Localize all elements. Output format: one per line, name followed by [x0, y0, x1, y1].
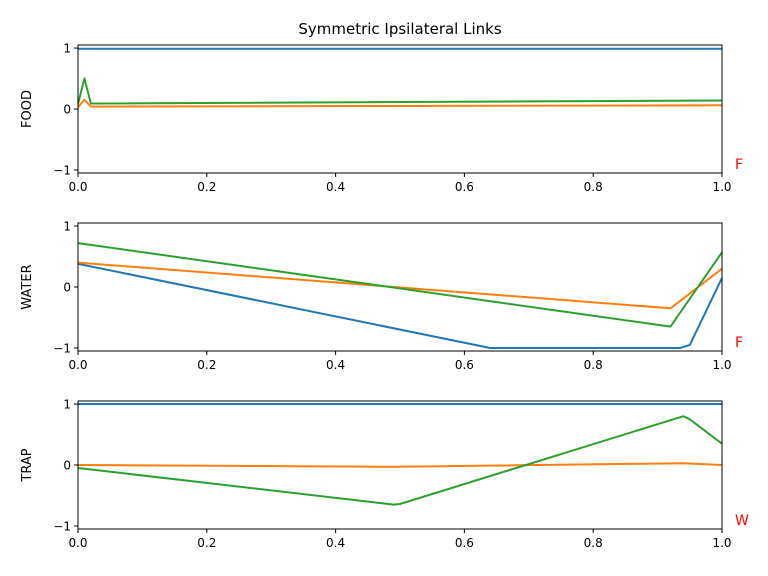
x-tick-label: 0.8: [584, 536, 603, 550]
x-tick-label: 0.6: [455, 358, 474, 372]
panel-3: 0.0 0.2 0.4 0.6 0.8 1.0 −1 0 1 TRAP W: [20, 398, 749, 550]
corner-label: W: [735, 513, 749, 529]
y-tick-label: −1: [53, 341, 71, 355]
y-tick-label: −1: [53, 163, 71, 177]
series-line-3: [78, 415, 722, 506]
series-line-2: [78, 98, 722, 108]
x-tick-label: 0.8: [584, 358, 603, 372]
x-tick-label: 0.0: [68, 536, 87, 550]
y-axis-label: WATER: [20, 264, 35, 309]
y-tick-label: 0: [63, 103, 71, 117]
x-tick-label: 1.0: [712, 358, 731, 372]
y-tick-label: 1: [63, 42, 71, 56]
x-tick-label: 0.4: [326, 536, 345, 550]
x-tick-label: 1.0: [712, 180, 731, 194]
y-tick-label: 0: [63, 281, 71, 295]
corner-label: F: [735, 157, 743, 173]
y-tick-label: 1: [63, 398, 71, 412]
y-tick-label: −1: [53, 519, 71, 533]
x-tick-label: 1.0: [712, 536, 731, 550]
x-tick-label: 0.2: [197, 358, 216, 372]
panel-1: 0.0 0.2 0.4 0.6 0.8 1.0 −1 0 1 FOOD F: [20, 42, 743, 194]
x-tick-label: 0.0: [68, 358, 87, 372]
x-tick-label: 0.2: [197, 180, 216, 194]
series-line-2: [78, 462, 722, 468]
series-line-2: [78, 261, 722, 310]
x-tick-label: 0.4: [326, 180, 345, 194]
x-tick-label: 0.6: [455, 180, 474, 194]
axes-frame: [77, 44, 723, 174]
series-line-3: [78, 242, 722, 328]
x-tick-label: 0.6: [455, 536, 474, 550]
panel-2: 0.0 0.2 0.4 0.6 0.8 1.0 −1 0 1 WATER F: [20, 220, 743, 372]
y-tick-label: 0: [63, 459, 71, 473]
chart-title: Symmetric Ipsilateral Links: [298, 20, 501, 38]
y-axis-label: FOOD: [20, 90, 35, 128]
x-tick-label: 0.0: [68, 180, 87, 194]
x-tick-label: 0.2: [197, 536, 216, 550]
corner-label: F: [735, 335, 743, 351]
y-tick-label: 1: [63, 220, 71, 234]
series-line-3: [78, 77, 722, 105]
y-axis-label: TRAP: [20, 448, 35, 482]
series-line-1: [78, 262, 722, 349]
x-tick-label: 0.8: [584, 180, 603, 194]
x-tick-label: 0.4: [326, 358, 345, 372]
